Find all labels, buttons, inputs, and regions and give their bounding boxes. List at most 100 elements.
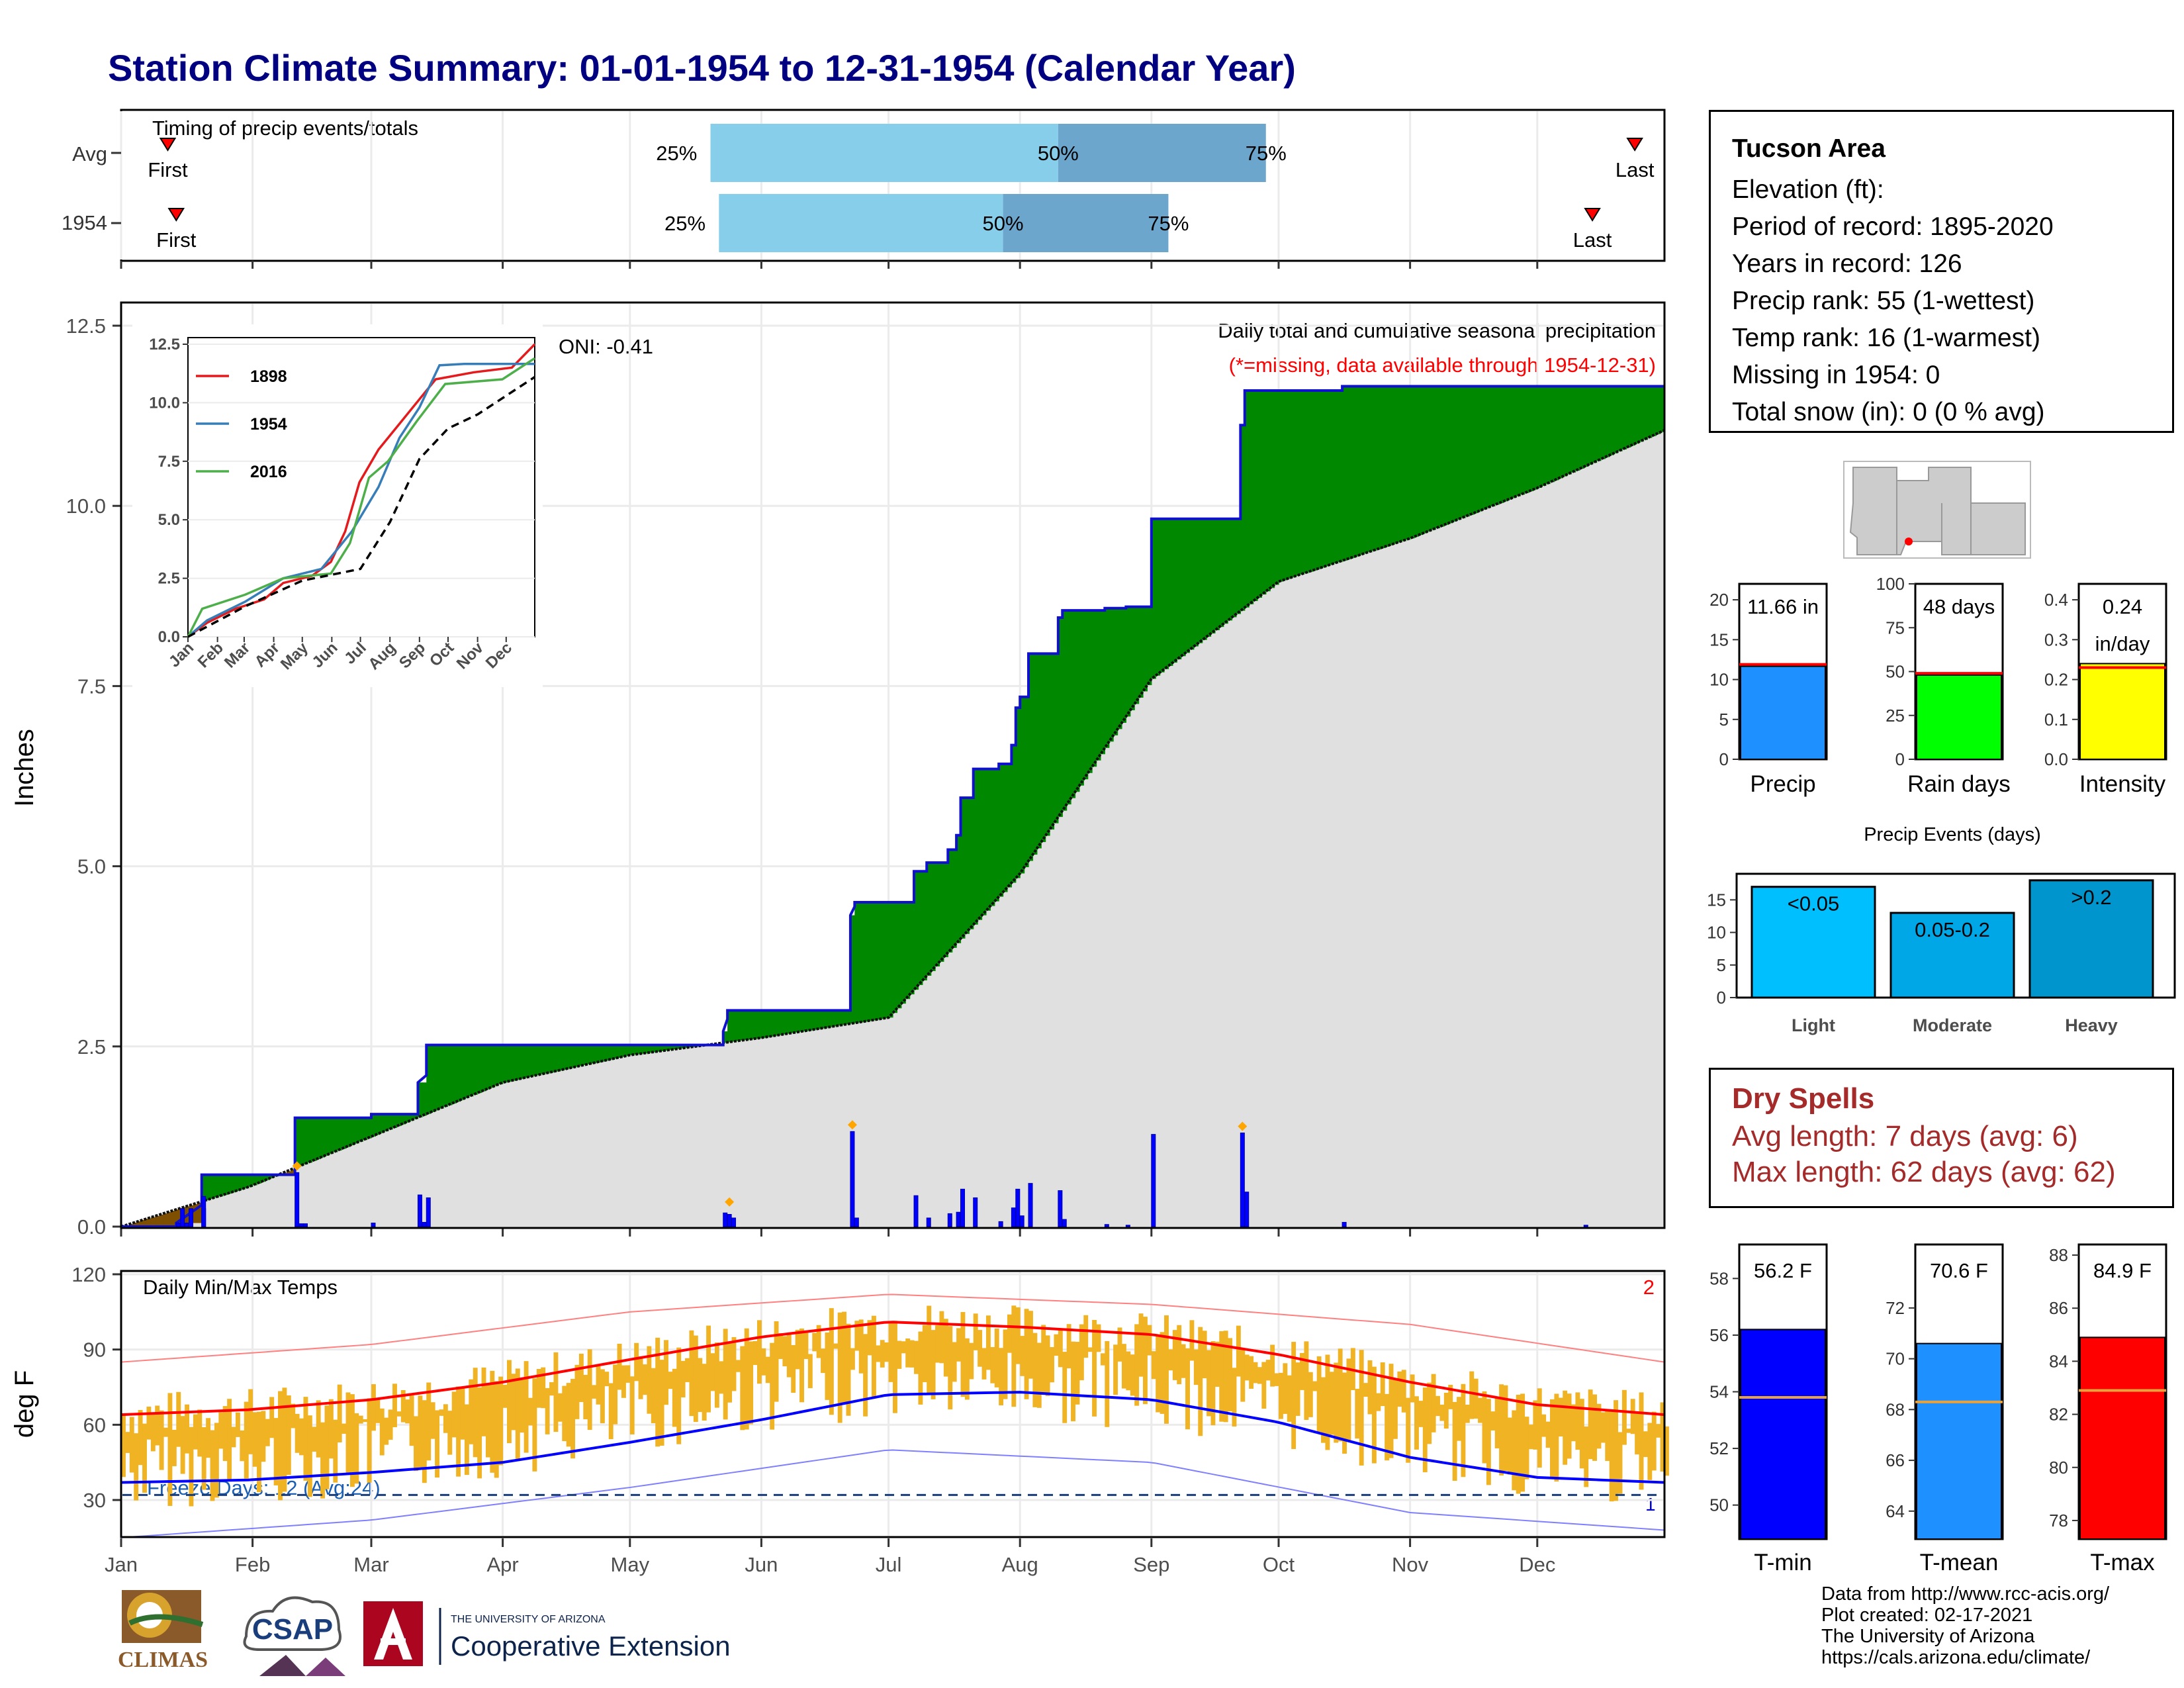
daily-temp-range-bar [121, 1415, 126, 1477]
above-normal-fill [1571, 386, 1576, 473]
daily-temp-range-bar [1168, 1349, 1173, 1371]
above-normal-fill [528, 1045, 533, 1077]
mini-bar-fill [2079, 663, 2165, 760]
above-normal-fill [1058, 617, 1063, 818]
temp-x-tick-label: Feb [235, 1553, 270, 1576]
above-normal-fill [400, 1114, 406, 1125]
daily-temp-range-bar [1325, 1354, 1330, 1450]
above-normal-fill [943, 863, 948, 957]
daily-temp-range-bar [592, 1385, 597, 1399]
above-normal-fill [574, 1045, 580, 1067]
above-normal-fill [909, 902, 915, 995]
above-normal-fill [1105, 608, 1110, 748]
above-normal-fill [765, 1010, 770, 1037]
above-normal-fill [460, 1045, 465, 1100]
above-normal-fill [1647, 386, 1653, 438]
above-normal-fill [1473, 386, 1479, 514]
precip-panel: Inches Daily total and cumulative season… [10, 301, 1666, 1239]
daily-temp-range-bar [367, 1398, 372, 1483]
above-normal-fill [1626, 386, 1631, 448]
above-normal-fill [1228, 518, 1233, 621]
daily-temp-range-bar [625, 1365, 631, 1383]
above-normal-fill [1177, 518, 1182, 660]
above-normal-fill [1236, 518, 1241, 614]
daily-temp-range-bar [1494, 1396, 1500, 1448]
inset-series-1954 [187, 362, 535, 638]
daily-temp-range-bar [1113, 1344, 1118, 1395]
daily-temp-range-bar [218, 1412, 224, 1449]
temp-bar-tick-label: 52 [1709, 1438, 1729, 1458]
above-normal-fill [354, 1117, 359, 1144]
above-normal-fill [1367, 386, 1373, 553]
above-normal-fill [430, 1045, 435, 1113]
precip-marker [725, 1197, 735, 1207]
daily-temp-range-bar [629, 1376, 635, 1434]
daily-precip-bar [180, 1208, 185, 1227]
above-normal-fill [231, 1174, 236, 1193]
daily-temp-range-bar [1172, 1330, 1177, 1380]
daily-precip-bar [1015, 1188, 1021, 1227]
above-normal-fill [897, 902, 902, 1009]
above-normal-fill [629, 1045, 635, 1055]
above-normal-fill [1385, 386, 1390, 547]
above-normal-fill [1397, 386, 1402, 543]
csap-logo: CSAP [243, 1596, 345, 1676]
daily-temp-range-bar [935, 1325, 940, 1363]
below-normal-fill [134, 1223, 139, 1227]
daily-temp-range-bar [1257, 1367, 1262, 1384]
above-normal-fill [918, 871, 923, 986]
timing-last-marker [1626, 138, 1643, 152]
above-normal-fill [969, 798, 974, 929]
precip-events-panel: Precip Events (days) 0 5 10 15 <0.05 Light 0.0… [1707, 824, 2176, 1035]
daily-temp-range-bar [638, 1356, 643, 1399]
daily-temp-range-bar [1452, 1401, 1457, 1481]
daily-temp-range-bar [1304, 1341, 1309, 1421]
normal-cumulative-line [120, 429, 1665, 1228]
daily-temp-range-bar [816, 1325, 821, 1358]
daily-temp-range-bar [1516, 1394, 1521, 1494]
above-normal-fill [511, 1045, 516, 1081]
above-normal-fill [1635, 386, 1640, 444]
state-map-picture [1843, 461, 2031, 559]
daily-temp-range-bar [710, 1353, 715, 1391]
above-normal-fill [617, 1045, 622, 1058]
daily-temp-range-bar [193, 1414, 198, 1450]
above-normal-fill [1151, 518, 1156, 679]
daily-temp-range-bar [447, 1411, 453, 1455]
daily-temp-range-bar [1524, 1417, 1529, 1479]
daily-precip-bar [850, 1131, 855, 1227]
above-normal-fill [634, 1045, 639, 1055]
daily-precip-bar [426, 1197, 431, 1227]
above-normal-fill [515, 1045, 520, 1080]
station-line: Elevation (ft): [1732, 175, 1884, 204]
daily-temp-range-bar [252, 1412, 257, 1467]
above-normal-fill [1558, 386, 1563, 479]
daily-temp-range-bar [833, 1343, 839, 1349]
daily-temp-range-bar [464, 1404, 469, 1476]
daily-temp-range-bar [363, 1419, 368, 1423]
above-normal-fill [1083, 610, 1089, 780]
daily-temp-range-bar [328, 1399, 334, 1459]
daily-temp-range-bar [286, 1395, 291, 1475]
timing-panel: Timing of precip events/totals Avg 1954 … [62, 109, 1666, 269]
daily-temp-range-bar [600, 1369, 605, 1424]
above-normal-fill [1376, 386, 1381, 550]
daily-temp-range-bar [943, 1319, 948, 1377]
daily-temp-range-bar [1316, 1356, 1322, 1432]
daily-temp-range-bar [1635, 1413, 1640, 1455]
above-normal-fill [549, 1045, 555, 1073]
below-normal-fill [197, 1203, 203, 1223]
daily-precip-bar [1058, 1190, 1063, 1227]
daily-temp-range-bar [829, 1308, 834, 1415]
daily-precip-bar [727, 1213, 732, 1227]
daily-temp-range-bar [1647, 1423, 1653, 1480]
above-normal-fill [1185, 518, 1191, 653]
daily-temp-range-bar [1075, 1342, 1080, 1405]
timing-row-1954-label: 1954 [62, 211, 107, 234]
daily-temp-range-bar [685, 1358, 690, 1382]
daily-temp-range-bar [146, 1406, 152, 1440]
daily-temp-range-bar [1236, 1325, 1241, 1377]
daily-temp-range-bar [1439, 1404, 1445, 1421]
daily-temp-range-bar [414, 1416, 418, 1472]
daily-temp-range-bar [566, 1383, 571, 1447]
